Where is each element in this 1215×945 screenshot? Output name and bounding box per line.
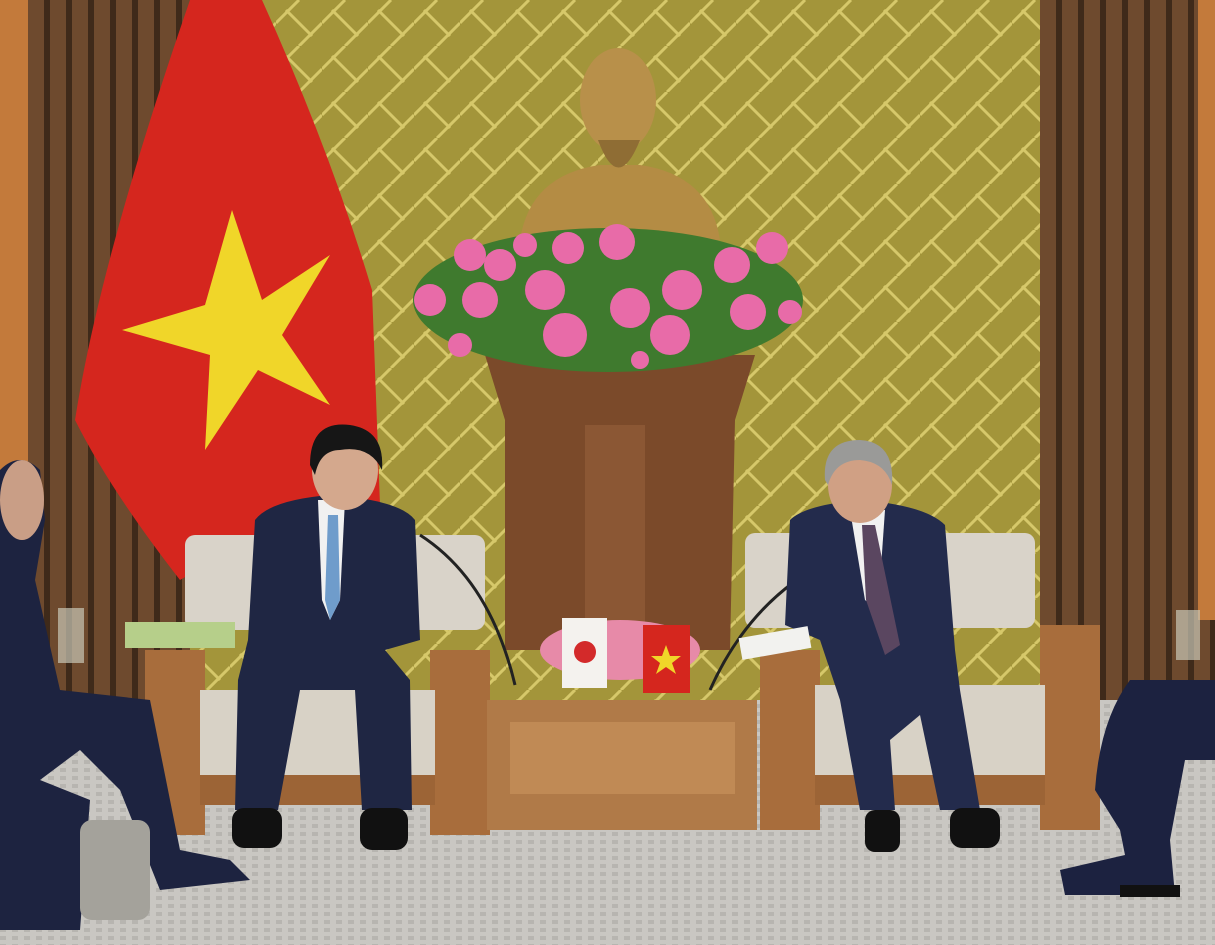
folder — [125, 622, 235, 648]
lattice-right — [1198, 0, 1215, 620]
shoe — [1120, 885, 1180, 897]
glass — [1176, 610, 1200, 660]
face — [0, 460, 44, 540]
table-drawer — [510, 722, 735, 794]
hair — [310, 424, 383, 475]
bust-shoulders — [520, 165, 720, 240]
microphone — [419, 533, 517, 686]
flowers — [414, 224, 802, 369]
shoe — [360, 808, 408, 850]
left-sofa-arm — [430, 650, 490, 835]
face — [828, 447, 892, 523]
tie — [325, 515, 340, 620]
right-sofa-arm — [1040, 625, 1100, 830]
table-flag-star — [651, 645, 681, 674]
japan-flag-sun — [574, 641, 596, 663]
person-left — [235, 495, 420, 810]
tie — [862, 525, 900, 655]
person-right — [785, 500, 980, 810]
shoe — [865, 810, 900, 852]
papers — [738, 626, 812, 660]
bust-head — [580, 48, 656, 152]
bust-beard — [598, 140, 640, 168]
shoe — [232, 808, 282, 848]
person-right-edge — [1060, 680, 1215, 895]
pedestal-panel — [585, 425, 645, 650]
glass — [58, 608, 84, 663]
right-sofa-base — [815, 775, 1045, 805]
shoe — [950, 808, 1000, 848]
person-left-edge — [0, 460, 250, 930]
right-sofa-arm — [760, 650, 820, 830]
bag — [80, 820, 150, 920]
flag-star — [122, 210, 330, 450]
hair — [824, 440, 893, 485]
